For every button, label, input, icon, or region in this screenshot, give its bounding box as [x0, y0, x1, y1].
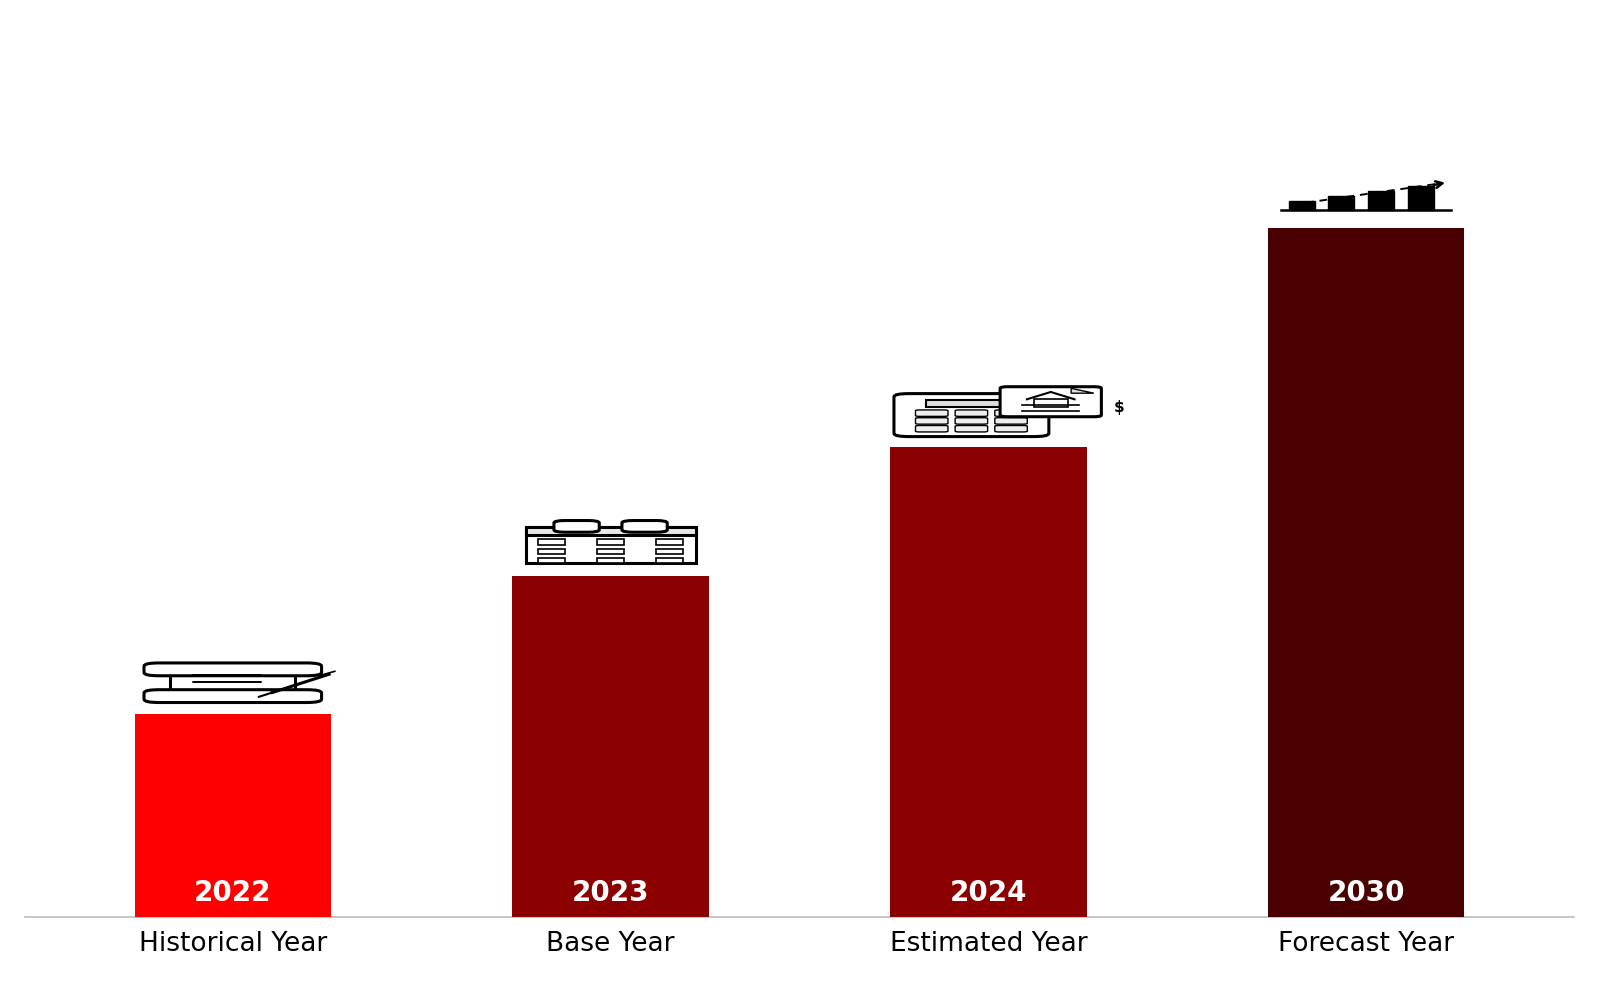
Polygon shape [1071, 388, 1094, 393]
Text: 2022: 2022 [193, 879, 272, 907]
Bar [537, 558, 566, 563]
Bar [1033, 400, 1068, 407]
Bar [512, 576, 708, 917]
Bar [171, 670, 296, 696]
Text: $: $ [1113, 401, 1124, 415]
Bar [656, 549, 683, 554]
FancyBboxPatch shape [995, 425, 1027, 432]
Bar [926, 400, 1017, 407]
FancyBboxPatch shape [955, 425, 988, 432]
FancyBboxPatch shape [955, 409, 988, 416]
Bar [1367, 191, 1394, 209]
FancyBboxPatch shape [144, 663, 321, 676]
FancyBboxPatch shape [622, 520, 667, 532]
Bar [1289, 201, 1314, 209]
Bar [1329, 196, 1354, 209]
Bar [1268, 228, 1465, 917]
Bar [891, 447, 1087, 917]
Bar [596, 549, 624, 554]
Bar [526, 526, 696, 534]
FancyBboxPatch shape [916, 409, 948, 416]
Bar [656, 539, 683, 545]
FancyBboxPatch shape [999, 387, 1102, 416]
Bar [526, 526, 696, 563]
FancyBboxPatch shape [894, 394, 1049, 437]
Text: 2023: 2023 [572, 879, 649, 907]
FancyBboxPatch shape [995, 409, 1027, 416]
FancyBboxPatch shape [553, 520, 600, 532]
Bar [656, 558, 683, 563]
Bar [134, 714, 331, 917]
FancyBboxPatch shape [995, 417, 1027, 424]
Bar [537, 549, 566, 554]
FancyBboxPatch shape [144, 689, 321, 702]
Bar [537, 539, 566, 545]
FancyBboxPatch shape [916, 417, 948, 424]
Bar [596, 558, 624, 563]
Text: 2024: 2024 [950, 879, 1027, 907]
Bar [1407, 187, 1434, 209]
Text: 2030: 2030 [1327, 879, 1406, 907]
FancyBboxPatch shape [955, 417, 988, 424]
FancyBboxPatch shape [916, 425, 948, 432]
Bar [596, 539, 624, 545]
